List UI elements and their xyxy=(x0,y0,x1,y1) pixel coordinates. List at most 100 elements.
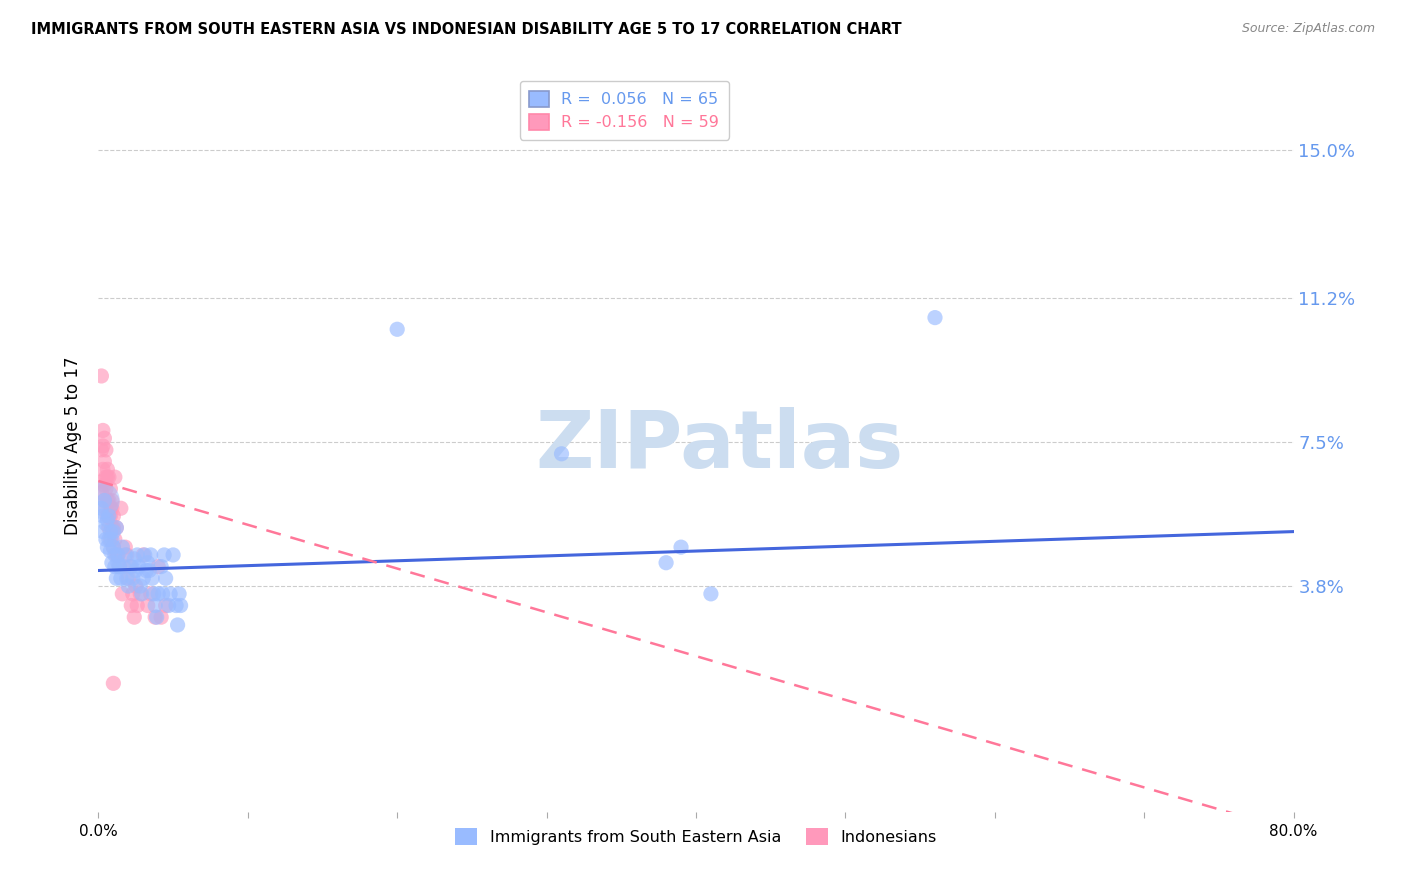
Point xyxy=(129,579,152,593)
Point xyxy=(97,493,120,508)
Point xyxy=(127,548,149,562)
Point xyxy=(112,559,135,574)
Point xyxy=(142,587,165,601)
Point xyxy=(924,310,946,325)
Point xyxy=(121,571,143,585)
Point xyxy=(117,571,139,585)
Point xyxy=(103,509,125,524)
Point xyxy=(148,587,170,601)
Point xyxy=(131,587,153,601)
Point xyxy=(152,587,174,601)
Point xyxy=(114,548,136,562)
Point xyxy=(145,610,167,624)
Point xyxy=(91,462,114,476)
Point xyxy=(104,548,127,562)
Point xyxy=(138,564,160,578)
Point xyxy=(94,501,117,516)
Point xyxy=(98,482,122,496)
Point xyxy=(98,501,122,516)
Text: Source: ZipAtlas.com: Source: ZipAtlas.com xyxy=(1241,22,1375,36)
Point xyxy=(669,540,692,554)
Point xyxy=(101,493,124,508)
Point xyxy=(115,571,138,585)
Point xyxy=(103,540,125,554)
Point xyxy=(94,482,117,496)
Point xyxy=(101,533,124,547)
Point xyxy=(117,579,139,593)
Point xyxy=(104,559,127,574)
Point xyxy=(127,599,149,613)
Point xyxy=(129,587,152,601)
Point xyxy=(141,571,163,585)
Point xyxy=(157,599,180,613)
Point xyxy=(124,610,146,624)
Point xyxy=(114,540,136,554)
Point xyxy=(91,524,114,539)
Point xyxy=(118,559,141,574)
Point xyxy=(107,556,129,570)
Point xyxy=(93,478,115,492)
Point xyxy=(700,587,723,601)
Point xyxy=(136,599,159,613)
Point xyxy=(162,548,184,562)
Point xyxy=(96,493,118,508)
Text: IMMIGRANTS FROM SOUTH EASTERN ASIA VS INDONESIAN DISABILITY AGE 5 TO 17 CORRELAT: IMMIGRANTS FROM SOUTH EASTERN ASIA VS IN… xyxy=(31,22,901,37)
Point xyxy=(105,521,128,535)
Point xyxy=(155,599,177,613)
Point xyxy=(105,521,128,535)
Point xyxy=(143,599,166,613)
Legend: Immigrants from South Eastern Asia, Indonesians: Immigrants from South Eastern Asia, Indo… xyxy=(449,822,943,851)
Point xyxy=(101,501,124,516)
Point xyxy=(96,540,118,554)
Point xyxy=(125,579,148,593)
Point xyxy=(143,610,166,624)
Point xyxy=(91,474,114,488)
Point xyxy=(94,516,117,531)
Point xyxy=(110,571,132,585)
Text: ZIPatlas: ZIPatlas xyxy=(536,407,904,485)
Point xyxy=(104,533,127,547)
Point xyxy=(132,571,155,585)
Point xyxy=(105,571,128,585)
Point xyxy=(166,618,188,632)
Point xyxy=(103,676,125,690)
Point xyxy=(97,509,120,524)
Point xyxy=(103,524,125,539)
Point xyxy=(91,509,114,524)
Point xyxy=(101,521,124,535)
Point xyxy=(107,548,129,562)
Point xyxy=(104,470,127,484)
Point xyxy=(96,513,118,527)
Point xyxy=(98,509,122,524)
Point xyxy=(150,610,173,624)
Point xyxy=(139,587,162,601)
Point xyxy=(124,551,146,566)
Point xyxy=(90,368,112,383)
Point xyxy=(134,548,156,562)
Point xyxy=(103,540,125,554)
Point xyxy=(96,462,118,476)
Point xyxy=(111,540,134,554)
Point xyxy=(97,521,120,535)
Point xyxy=(98,544,122,558)
Point xyxy=(96,470,118,484)
Point xyxy=(98,533,122,547)
Point xyxy=(115,548,138,562)
Point xyxy=(105,548,128,562)
Point xyxy=(155,571,177,585)
Point xyxy=(153,548,176,562)
Point xyxy=(90,442,112,457)
Point xyxy=(101,556,124,570)
Point xyxy=(150,559,173,574)
Point xyxy=(98,524,122,539)
Point xyxy=(93,454,115,468)
Point xyxy=(94,442,117,457)
Point xyxy=(136,556,159,570)
Point xyxy=(128,559,150,574)
Point xyxy=(97,509,120,524)
Y-axis label: Disability Age 5 to 17: Disability Age 5 to 17 xyxy=(65,357,83,535)
Point xyxy=(94,470,117,484)
Point xyxy=(97,470,120,484)
Point xyxy=(90,493,112,508)
Point xyxy=(90,485,112,500)
